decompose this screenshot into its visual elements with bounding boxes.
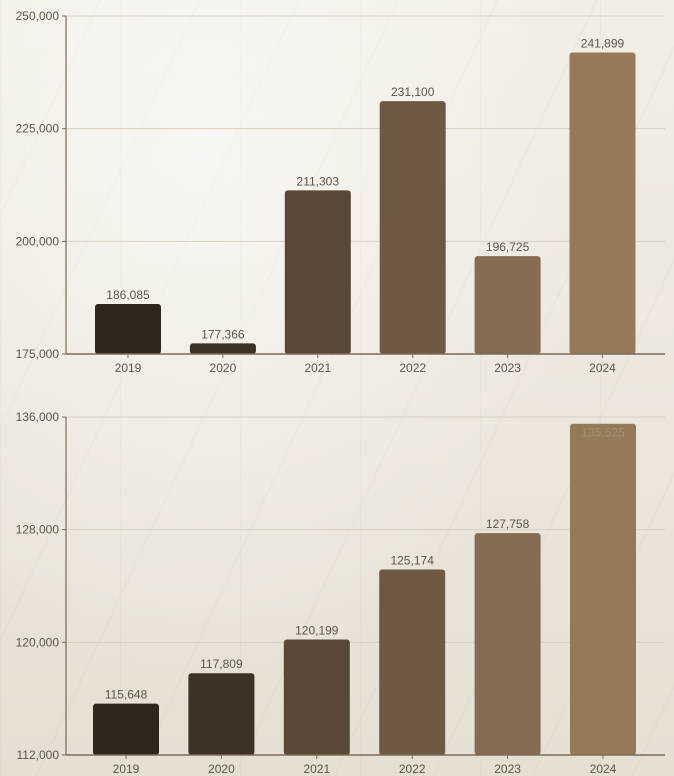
data-label-2020: 117,809 bbox=[200, 657, 243, 671]
bar-2020 bbox=[189, 343, 256, 354]
bar-2024 bbox=[569, 52, 636, 354]
y-tick-label: 136,000 bbox=[16, 410, 60, 424]
y-tick-label: 250,000 bbox=[16, 9, 60, 23]
x-tick-label-2024: 2024 bbox=[590, 762, 617, 776]
x-tick-label-2020: 2020 bbox=[208, 762, 235, 776]
data-label-2022: 125,174 bbox=[391, 553, 435, 567]
data-label-2019: 186,085 bbox=[106, 288, 150, 302]
data-label-2024: 135,525 bbox=[581, 426, 625, 440]
x-tick-label-2023: 2023 bbox=[494, 762, 521, 776]
y-tick-label: 128,000 bbox=[16, 523, 60, 537]
y-tick-label: 120,000 bbox=[16, 635, 60, 649]
x-tick-label-2021: 2021 bbox=[303, 762, 330, 776]
bar-chart-2: 112,000 120,000 128,000 136,000 115,648 2019 1… bbox=[16, 410, 665, 776]
data-label-2024: 241,899 bbox=[581, 37, 625, 51]
bar-2022 bbox=[379, 569, 446, 755]
data-label-2021: 211,303 bbox=[297, 174, 340, 188]
x-tick-label-2023: 2023 bbox=[494, 361, 521, 375]
bar-2022 bbox=[379, 101, 446, 355]
x-tick-label-2021: 2021 bbox=[304, 361, 331, 375]
y-tick-label: 200,000 bbox=[16, 234, 60, 248]
x-tick-label-2024: 2024 bbox=[589, 361, 616, 375]
y-tick-label: 175,000 bbox=[16, 347, 60, 361]
x-tick-label-2019: 2019 bbox=[115, 361, 142, 375]
data-label-2020: 177,366 bbox=[201, 327, 245, 341]
bar-2023 bbox=[474, 533, 541, 755]
bar-2023 bbox=[474, 256, 541, 354]
x-tick-label-2019: 2019 bbox=[113, 762, 140, 776]
bar-2019 bbox=[93, 703, 159, 755]
data-label-2021: 120,199 bbox=[295, 624, 339, 638]
data-label-2023: 196,725 bbox=[486, 240, 530, 254]
bar-2019 bbox=[95, 304, 161, 354]
x-tick-label-2020: 2020 bbox=[210, 361, 237, 375]
bar-2021 bbox=[283, 639, 350, 755]
data-label-2022: 231,100 bbox=[391, 85, 435, 99]
x-tick-label-2022: 2022 bbox=[399, 361, 426, 375]
bar-2024 bbox=[570, 423, 636, 755]
bar-2020 bbox=[188, 673, 255, 755]
y-tick-label: 112,000 bbox=[17, 748, 60, 762]
data-label-2019: 115,648 bbox=[105, 688, 148, 702]
data-label-2023: 127,758 bbox=[486, 517, 530, 531]
y-tick-label: 225,000 bbox=[16, 122, 60, 136]
x-tick-label-2022: 2022 bbox=[399, 762, 426, 776]
bar-2021 bbox=[284, 190, 351, 354]
bar-chart-1: 175,000 200,000 225,000 250,000 186,085 2019 1… bbox=[16, 9, 665, 375]
